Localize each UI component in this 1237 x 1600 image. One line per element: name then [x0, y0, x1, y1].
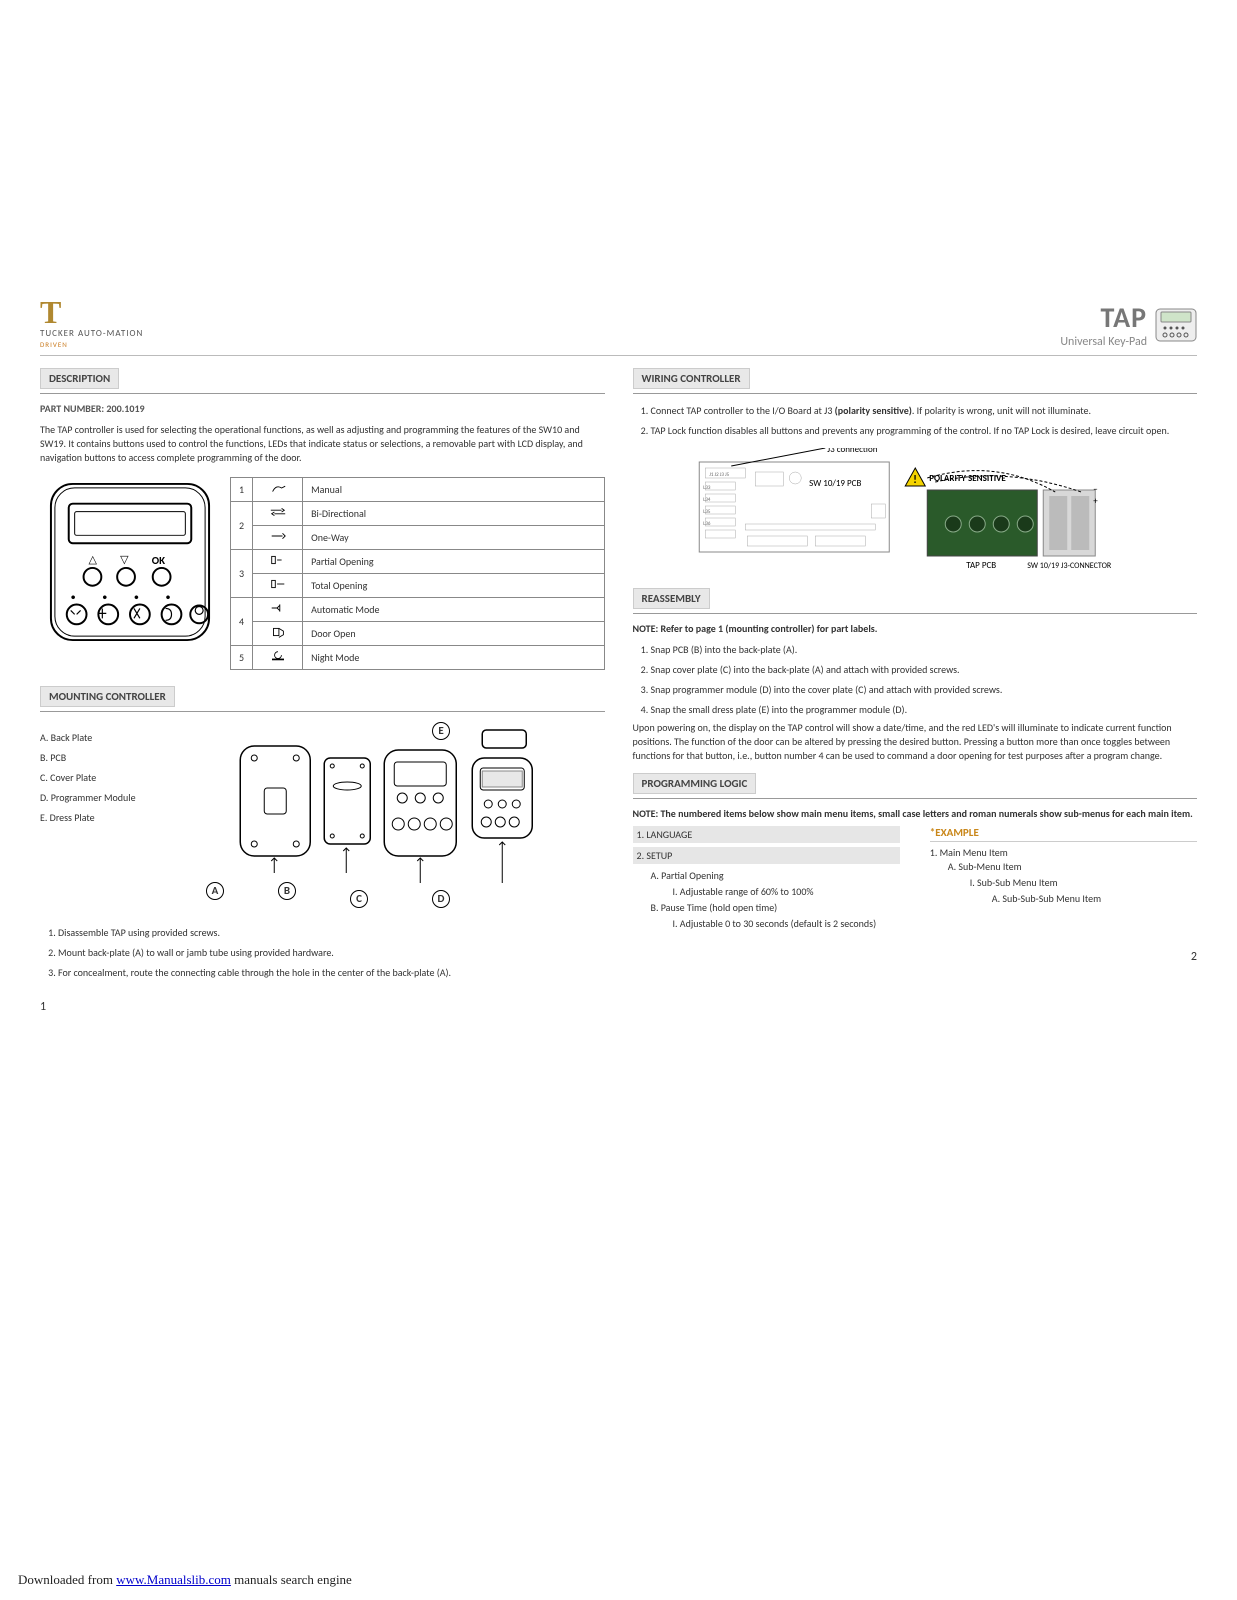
header-right: TAP Universal Key-Pad: [1060, 300, 1197, 349]
svg-text:●: ●: [71, 593, 76, 603]
description-heading: DESCRIPTION: [40, 368, 119, 389]
doc-title: TAP: [1060, 300, 1147, 335]
programming-note: NOTE: The numbered items below show main…: [633, 807, 1198, 820]
wiring-diagram: J1 J2 J3 J5 L33L34 L35L36 J3 connection …: [633, 448, 1198, 578]
svg-text:L35: L35: [703, 509, 711, 515]
page-number-right: 2: [1191, 950, 1197, 964]
label-b: B: [278, 882, 296, 900]
manualslib-link[interactable]: www.Manualslib.com: [116, 1572, 231, 1587]
label-e: E: [432, 722, 450, 740]
doc-subtitle: Universal Key-Pad: [1060, 335, 1147, 349]
logo-tagline: DRIVEN: [40, 340, 68, 349]
programming-right: *EXAMPLE 1. Main Menu Item A. Sub-Menu I…: [930, 826, 1197, 932]
keypad-icon: [1155, 308, 1197, 342]
svg-text:▽: ▽: [120, 553, 129, 566]
reassembly-body: Upon powering on, the display on the TAP…: [633, 721, 1198, 763]
j3-label: J3 connection: [827, 448, 877, 455]
svg-text:+: +: [1093, 496, 1098, 507]
svg-text:OK: OK: [152, 554, 165, 567]
description-body: The TAP controller is used for selecting…: [40, 423, 605, 465]
wiring-heading: WIRING CONTROLLER: [633, 368, 750, 389]
svg-text:L34: L34: [703, 497, 711, 503]
label-d: D: [432, 890, 450, 908]
wiring-steps: Connect TAP controller to the I/O Board …: [633, 402, 1198, 440]
page-header: T TUCKER AUTO-MATION DRIVEN TAP Universa…: [40, 300, 1197, 356]
svg-text:●: ●: [166, 593, 171, 603]
svg-text:L33: L33: [703, 485, 711, 491]
function-table: 1 Manual 2 Bi-Directional One-Way 3: [230, 477, 605, 670]
svg-text:J1 J2 J3 J5: J1 J2 J3 J5: [709, 472, 729, 478]
svg-text:TAP PCB: TAP PCB: [966, 560, 996, 571]
page-number-left: 1: [40, 1000, 46, 1014]
svg-text:SW 10/19 J3-CONNECTOR: SW 10/19 J3-CONNECTOR: [1027, 561, 1112, 571]
reassembly-heading: REASSEMBLY: [633, 588, 710, 609]
mounting-diagram: A B C D E: [164, 728, 605, 908]
svg-text:△: △: [88, 553, 97, 566]
svg-text:−: −: [1093, 484, 1097, 495]
reassembly-note: NOTE: Refer to page 1 (mounting controll…: [633, 622, 1198, 635]
reassembly-steps: Snap PCB (B) into the back-plate (A). Sn…: [633, 641, 1198, 719]
table-row: 5 Night Mode: [231, 646, 605, 670]
logo-company: TUCKER AUTO-MATION: [40, 328, 143, 339]
mounting-heading: MOUNTING CONTROLLER: [40, 686, 175, 707]
logo-block: T TUCKER AUTO-MATION DRIVEN: [40, 300, 143, 349]
left-column: DESCRIPTION PART NUMBER: 200.1019 The TA…: [40, 368, 605, 1014]
table-row: One-Way: [231, 526, 605, 550]
table-row: 1 Manual: [231, 478, 605, 502]
logo-icon: T: [40, 300, 61, 326]
footer: Downloaded from www.Manualslib.com manua…: [18, 1572, 352, 1588]
svg-text:●: ●: [102, 593, 107, 603]
programming-left: 1. LANGUAGE 2. SETUP A. Partial Opening …: [633, 826, 900, 932]
label-c: C: [350, 890, 368, 908]
table-row: Door Open: [231, 622, 605, 646]
table-row: 3 Partial Opening: [231, 550, 605, 574]
svg-text:L36: L36: [703, 521, 711, 527]
svg-text:POLARITY SENSITIVE: POLARITY SENSITIVE: [929, 473, 1006, 484]
label-a: A: [206, 882, 224, 900]
mounting-steps: Disassemble TAP using provided screws. M…: [40, 924, 605, 982]
controller-diagram: △ ▽ OK ● ● ● ●: [40, 477, 220, 647]
table-row: Total Opening: [231, 574, 605, 598]
svg-text:●: ●: [134, 593, 139, 603]
svg-text:SW 10/19 PCB: SW 10/19 PCB: [809, 478, 861, 489]
mounting-parts-list: A. Back Plate B. PCB C. Cover Plate D. P…: [40, 728, 150, 828]
table-row: 2 Bi-Directional: [231, 502, 605, 526]
programming-heading: PROGRAMMING LOGIC: [633, 773, 757, 794]
part-number: PART NUMBER: 200.1019: [40, 402, 605, 415]
table-row: 4 Automatic Mode: [231, 598, 605, 622]
svg-text:!: !: [913, 473, 917, 486]
right-column: WIRING CONTROLLER Connect TAP controller…: [633, 368, 1198, 1014]
